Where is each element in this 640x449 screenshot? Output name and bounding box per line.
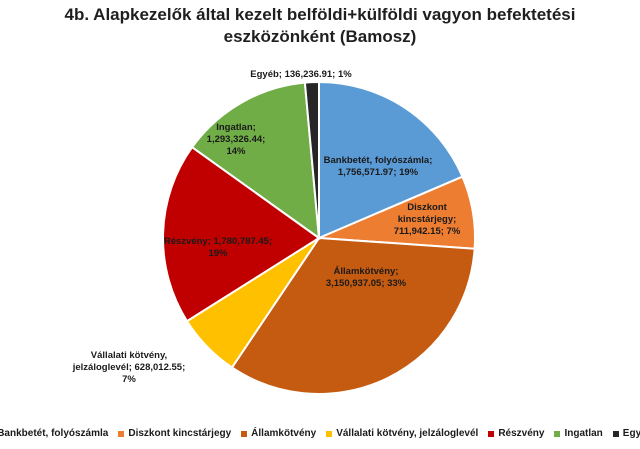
legend-label: Államkötvény: [251, 428, 317, 439]
slice-label-5: Részvény; 1,780,787.45; 19%: [164, 236, 272, 259]
pie-slice-7: [303, 80, 320, 239]
legend-item-1: Bankbetét, folyószámla: [0, 428, 108, 439]
legend-label: Vállalati kötvény, jelzáloglevél: [336, 428, 479, 439]
chart-title-line-2: eszközönként (Bamosz): [223, 27, 417, 46]
legend-label: Ingatlan: [564, 428, 603, 439]
slice-label-4: Vállalati kötvény, jelzáloglevél; 628,012…: [72, 350, 185, 385]
legend-item-4: Vállalati kötvény, jelzáloglevél: [326, 428, 478, 439]
pie-slice-3: [230, 236, 476, 396]
legend-label: Bankbetét, folyószámla: [0, 428, 109, 439]
slice-label-2: Diszkont kincstárjegy; 711,942.15; 7%: [394, 202, 461, 237]
legend-item-3: Államkötvény: [241, 428, 316, 439]
pie-slice-1: [318, 80, 464, 240]
legend-swatch: [612, 430, 619, 437]
slice-label-6: Ingatlan; 1,293,326.44; 14%: [207, 122, 266, 157]
legend-label: Diszkont kincstárjegy: [128, 428, 232, 439]
pie-slice-5: [162, 145, 321, 323]
slice-label-3: Államkötvény; 3,150,937.05; 33%: [326, 266, 407, 289]
legend-swatch: [326, 430, 333, 437]
slice-label-1: Bankbetét, folyószámla; 1,756,571.97; 19%: [324, 155, 433, 178]
legend-item-6: Ingatlan: [554, 428, 603, 439]
slice-label-7: Egyéb; 136,236.91; 1%: [250, 69, 352, 80]
legend-label: Egyéb: [622, 428, 640, 439]
legend-swatch: [241, 430, 248, 437]
legend-item-2: Diszkont kincstárjegy: [118, 428, 231, 439]
chart-title: 4b. Alapkezelők által kezelt belföldi+kü…: [0, 4, 640, 48]
legend-item-7: Egyéb: [612, 428, 640, 439]
legend-item-5: Részvény: [488, 428, 544, 439]
legend-swatch: [488, 430, 495, 437]
legend-swatch: [554, 430, 561, 437]
chart-legend: Bankbetét, folyószámla Diszkont kincstárj…: [0, 428, 640, 439]
legend-label: Részvény: [498, 428, 545, 439]
legend-swatch: [118, 430, 125, 437]
pie-slice-6: [190, 81, 321, 241]
chart-title-line-1: 4b. Alapkezelők által kezelt belföldi+kü…: [64, 5, 576, 24]
